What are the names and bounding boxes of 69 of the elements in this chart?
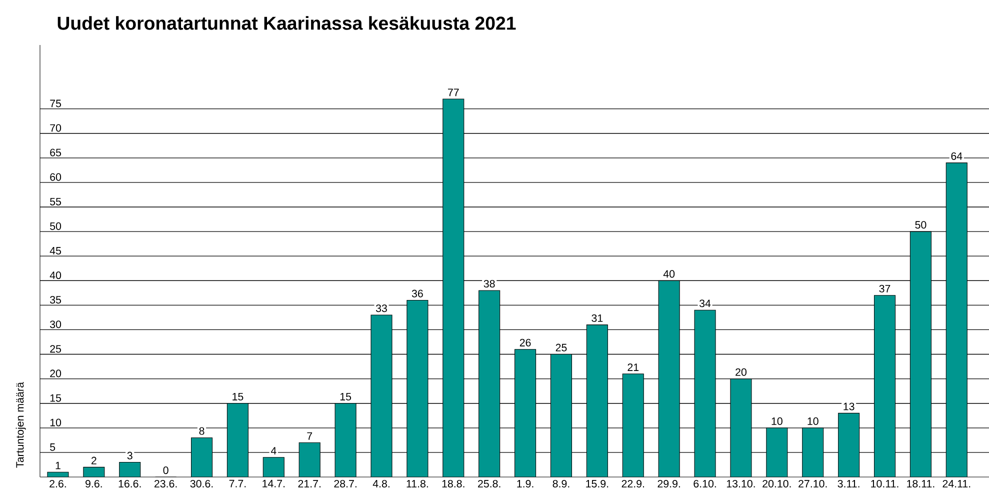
- data-label: 15: [232, 392, 244, 400]
- data-label: 40: [663, 270, 675, 278]
- x-tick-label: 6.10.: [694, 480, 716, 488]
- data-label: 0: [163, 466, 168, 474]
- data-label: 50: [915, 221, 926, 229]
- data-label: 26: [520, 338, 531, 346]
- data-label: 4: [270, 447, 276, 454]
- chart-title: Uudet koronatartunnat Kaarinassa kesäkuusta 2021: [58, 16, 516, 30]
- data-label: 77: [448, 88, 459, 96]
- y-tick-label: 50: [50, 222, 62, 230]
- data-label: 36: [412, 290, 423, 298]
- y-axis-title: Tartuntojen määrä: [16, 382, 26, 468]
- x-tick-label: 14.7.: [262, 480, 285, 488]
- data-label: 13: [844, 402, 854, 410]
- y-tick-label: 60: [50, 173, 62, 181]
- y-tick-label: 25: [50, 345, 62, 353]
- y-tick-label: 30: [50, 320, 62, 328]
- x-tick-label: 3.11.: [838, 480, 860, 488]
- data-label: 10: [772, 417, 782, 425]
- data-label: 8: [199, 427, 204, 435]
- x-tick-label: 30.6.: [190, 480, 213, 488]
- y-tick-label: 45: [50, 247, 62, 254]
- data-label: 1: [56, 462, 60, 470]
- x-tick-label: 10.11.: [871, 480, 898, 488]
- x-tick-label: 16.6.: [118, 480, 141, 488]
- x-tick-label: 18.11.: [907, 480, 934, 488]
- x-tick-label: 29.9.: [658, 480, 680, 488]
- data-label: 20: [736, 368, 746, 376]
- x-tick-label: 4.8.: [372, 480, 390, 488]
- x-tick-label: 25.8.: [478, 480, 500, 488]
- x-tick-label: 1.9.: [517, 480, 534, 488]
- y-tick-label: 55: [50, 198, 62, 206]
- y-tick-label: 40: [50, 271, 62, 280]
- x-tick-label: 11.8.: [406, 480, 428, 488]
- data-label: 34: [699, 300, 711, 308]
- data-label: 21: [628, 364, 639, 371]
- data-label: 25: [556, 344, 567, 352]
- y-tick-label: 70: [50, 124, 62, 132]
- x-tick-label: 15.9.: [586, 480, 608, 488]
- y-tick-label: 10: [50, 418, 62, 426]
- x-tick-label: 23.6.: [154, 480, 177, 488]
- x-tick-label: 2.6.: [50, 480, 66, 488]
- x-tick-label: 18.8.: [442, 480, 464, 488]
- data-label: 38: [484, 280, 495, 288]
- y-tick-label: 65: [50, 148, 62, 156]
- x-tick-label: 13.10.: [726, 480, 755, 488]
- data-label: 64: [951, 152, 962, 160]
- data-label: 31: [592, 314, 603, 322]
- x-tick-label: 24.11.: [942, 480, 970, 488]
- data-label: 33: [376, 304, 387, 312]
- y-tick-label: 5: [50, 443, 56, 451]
- data-label: 7: [307, 432, 312, 440]
- y-tick-label: 20: [50, 370, 62, 378]
- x-tick-label: 8.9.: [552, 480, 570, 488]
- y-tick-label: 15: [50, 394, 62, 402]
- x-tick-label: 22.9.: [622, 480, 644, 488]
- x-tick-label: 7.7.: [229, 480, 246, 488]
- y-tick-label: 75: [50, 100, 62, 108]
- data-label: 10: [808, 417, 818, 425]
- data-label: 3: [127, 452, 132, 460]
- x-tick-label: 21.7.: [298, 480, 320, 488]
- data-label: 2: [92, 456, 96, 464]
- x-tick-label: 20.10.: [762, 480, 791, 488]
- x-tick-label: 28.7.: [334, 480, 356, 488]
- data-label: 15: [340, 392, 352, 400]
- data-label: 37: [879, 284, 890, 292]
- x-tick-label: 9.6.: [86, 480, 102, 488]
- y-tick-label: 35: [50, 296, 62, 304]
- x-tick-label: 27.10.: [798, 480, 827, 488]
